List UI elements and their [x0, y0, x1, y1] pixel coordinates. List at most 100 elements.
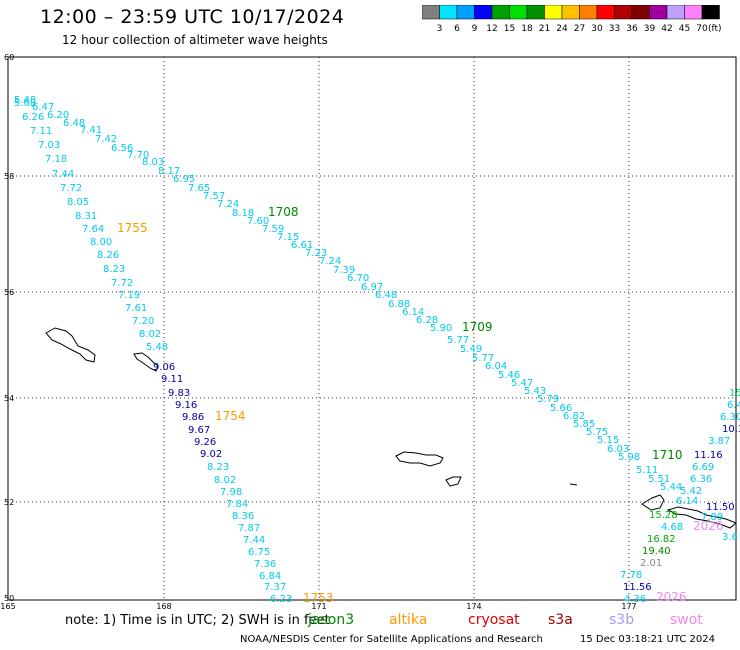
legend-tick-label: 27: [574, 24, 585, 34]
wave-height-label: 8.00: [90, 237, 112, 248]
footer-date: 15 Dec 03:18:21 UTC 2024: [580, 634, 715, 645]
wave-height-label: 7.87: [238, 523, 260, 534]
latitude-label: 54: [4, 394, 14, 403]
wave-height-label: 5.43: [524, 386, 546, 397]
wave-height-label: 7.70: [127, 150, 149, 161]
wave-height-label: 10.30: [722, 424, 740, 435]
wave-height-label: 7.98: [220, 487, 242, 498]
legend-tick-label: 3: [437, 24, 443, 34]
wave-height-label: 7.39: [333, 265, 355, 276]
wave-height-label: 9.16: [175, 400, 197, 411]
wave-height-label: 9.02: [200, 449, 222, 460]
wave-height-label: 16.82: [647, 534, 676, 545]
legend-tick-label: 24: [556, 24, 568, 34]
map-title: 12:00 – 23:59 UTC 10/17/2024: [40, 6, 345, 28]
wave-height-label: 7.78: [620, 570, 642, 581]
wave-height-label: 6.14: [676, 496, 698, 507]
legend-tick-label: 45: [679, 24, 690, 34]
wave-height-label: 11.56: [623, 582, 652, 593]
wave-height-label: 5.46: [498, 370, 520, 381]
wave-height-label: 5.98: [618, 452, 640, 463]
legend-tick-label: 21: [539, 24, 550, 34]
legend-unit: (ft): [708, 24, 722, 34]
legend-tick-label: 18: [521, 24, 533, 34]
wave-height-label: 8.17: [158, 166, 180, 177]
wave-height-label: 6.04: [485, 361, 507, 372]
latitude-label: 56: [4, 288, 14, 297]
wave-height-label: 7.20: [132, 316, 154, 327]
wave-height-label: 2.01: [640, 558, 662, 569]
track-time-label: 1708: [268, 205, 299, 219]
map-frame: [7, 56, 737, 601]
wave-height-label: 6.14: [402, 307, 424, 318]
wave-height-label: 8.05: [67, 197, 89, 208]
wave-height-label: 7.36: [254, 559, 276, 570]
wave-height-label: 5.77: [472, 353, 494, 364]
wave-height-label: 7.61: [125, 303, 147, 314]
wave-height-label: 6.69: [692, 462, 714, 473]
wave-height-label: 8.23: [103, 264, 125, 275]
wave-height-label: 7.44: [52, 169, 74, 180]
wave-height-label: 7.84: [226, 499, 248, 510]
wave-height-label: 6.30: [720, 412, 740, 423]
wave-height-label: 3.87: [708, 436, 730, 447]
wave-height-label: 9.67: [188, 425, 210, 436]
wave-height-label: 8.23: [207, 462, 229, 473]
wave-height-label: 7.60: [247, 216, 269, 227]
wave-height-label: 7.41: [80, 125, 102, 136]
legend-swatch: [701, 5, 720, 20]
wave-height-label: 5.85: [573, 419, 595, 430]
wave-height-label: 9.06: [153, 362, 175, 373]
wave-height-label: 7.24: [319, 256, 341, 267]
track-time-label: 1755: [117, 221, 148, 235]
legend-tick-label: 70: [696, 24, 708, 34]
satellite-name-altika: altika: [389, 612, 428, 628]
wave-height-label: 6.70: [347, 273, 369, 284]
wave-height-label: 6.84: [259, 571, 281, 582]
wave-height-label: 6.28: [416, 315, 438, 326]
wave-height-label: 6.61: [291, 240, 313, 251]
latitude-label: 52: [4, 498, 14, 507]
wave-height-label: 8.18: [232, 208, 254, 219]
wave-height-label: 6.82: [563, 411, 585, 422]
wave-height-label: 4.36: [624, 594, 646, 605]
wave-height-label: 9.86: [182, 412, 204, 423]
longitude-label: 168: [156, 602, 171, 611]
wave-height-labels: 5.485.686.476.206.266.487.417.117.426.56…: [14, 95, 740, 605]
wave-height-label: 7.59: [262, 224, 284, 235]
wave-height-label: 8.36: [232, 511, 254, 522]
wave-height-label: 8.26: [97, 250, 119, 261]
wave-height-label: 6.20: [47, 110, 69, 121]
track-time-label: 1753: [303, 591, 334, 605]
wave-height-label: 7.44: [243, 535, 265, 546]
wave-height-label: 8.02: [139, 329, 161, 340]
wave-height-label: 5.44: [660, 482, 682, 493]
latitude-label: 60: [4, 53, 14, 62]
wave-height-label: 9.26: [194, 437, 216, 448]
wave-height-label: 6.56: [111, 143, 133, 154]
legend-tick-label: 42: [661, 24, 672, 34]
wave-height-label: 6.48: [375, 290, 397, 301]
graticule: [8, 57, 736, 600]
legend-tick-label: 9: [472, 24, 478, 34]
satellite-name-swot: swot: [670, 612, 703, 628]
wave-height-label: 5.75: [586, 427, 608, 438]
wave-height-label: 19.40: [642, 546, 671, 557]
wave-height-label: 7.24: [217, 199, 239, 210]
wave-height-label: 7.03: [38, 140, 60, 151]
wave-height-label: 6.47: [32, 102, 54, 113]
wave-height-label: 5.49: [460, 344, 482, 355]
longitude-label: 177: [621, 602, 636, 611]
wave-height-label: 5.68: [14, 98, 36, 109]
track-time-label: 1754: [215, 409, 246, 423]
legend-tick-label: 12: [486, 24, 497, 34]
legend-tick-label: 39: [644, 24, 656, 34]
wave-height-label: 6.97: [361, 282, 383, 293]
wave-height-label: 5.51: [648, 474, 670, 485]
wave-height-label: 5.47: [511, 378, 533, 389]
wave-height-label: 5.15: [597, 435, 619, 446]
wave-height-label: 4.68: [661, 522, 683, 533]
wave-height-label: 5.48: [146, 342, 168, 353]
